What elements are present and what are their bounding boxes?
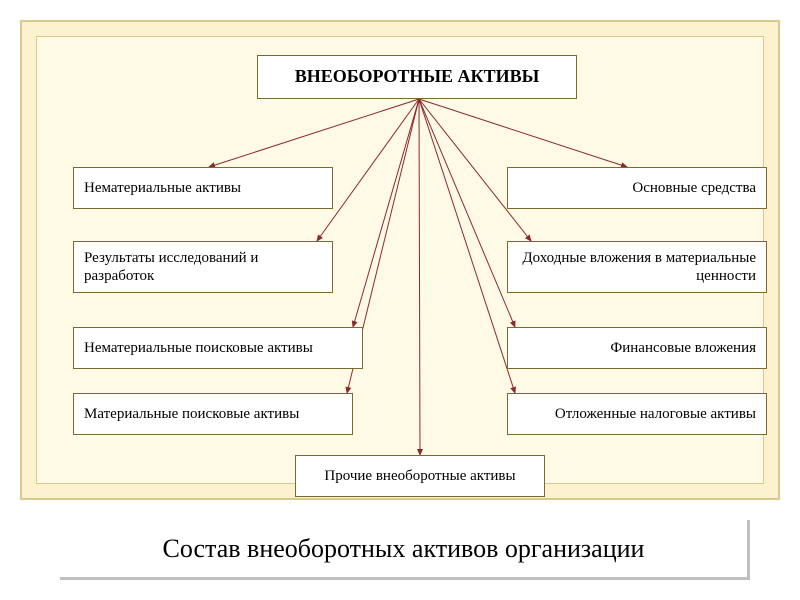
leaf-node-n3: Результаты исследований и разработок [73,241,333,293]
caption-box: Состав внеоборотных активов организации [60,520,750,580]
diagram-outer-panel: ВНЕОБОРОТНЫЕ АКТИВЫ Нематериальные актив… [20,20,780,500]
leaf-node-n1: Нематериальные активы [73,167,333,209]
diagram-inner-panel: ВНЕОБОРОТНЫЕ АКТИВЫ Нематериальные актив… [36,36,764,484]
caption-text: Состав внеоборотных активов организации [163,534,645,564]
leaf-node-label: Отложенные налоговые активы [555,405,756,423]
root-node: ВНЕОБОРОТНЫЕ АКТИВЫ [257,55,577,99]
leaf-node-n9: Прочие внеоборотные активы [295,455,545,497]
arrow-to-n1 [209,99,419,167]
leaf-node-label: Основные средства [632,179,756,197]
leaf-node-n5: Нематериальные поисковые активы [73,327,363,369]
leaf-node-n4: Доходные вложения в материальные ценност… [507,241,767,293]
leaf-node-n2: Основные средства [507,167,767,209]
root-node-label: ВНЕОБОРОТНЫЕ АКТИВЫ [295,66,540,88]
leaf-node-n8: Отложенные налоговые активы [507,393,767,435]
arrow-to-n6 [419,99,515,327]
arrow-to-n2 [419,99,627,167]
leaf-node-label: Доходные вложения в материальные ценност… [518,249,756,285]
leaf-node-n6: Финансовые вложения [507,327,767,369]
leaf-node-n7: Материальные поисковые активы [73,393,353,435]
leaf-node-label: Нематериальные активы [84,179,241,197]
arrow-to-n9 [419,99,420,455]
arrow-to-n5 [353,99,419,327]
leaf-node-label: Нематериальные поисковые активы [84,339,313,357]
leaf-node-label: Прочие внеоборотные активы [324,467,515,485]
leaf-node-label: Финансовые вложения [610,339,756,357]
leaf-node-label: Результаты исследований и разработок [84,249,322,285]
leaf-node-label: Материальные поисковые активы [84,405,299,423]
arrow-to-n8 [419,99,515,393]
